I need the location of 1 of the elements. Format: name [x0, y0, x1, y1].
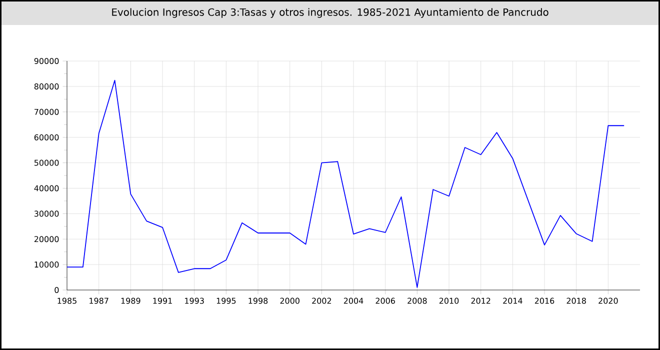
chart-title: Evolucion Ingresos Cap 3:Tasas y otros ingresos. 1985-2021 Ayuntamiento de Pancrudo: [112, 8, 548, 18]
